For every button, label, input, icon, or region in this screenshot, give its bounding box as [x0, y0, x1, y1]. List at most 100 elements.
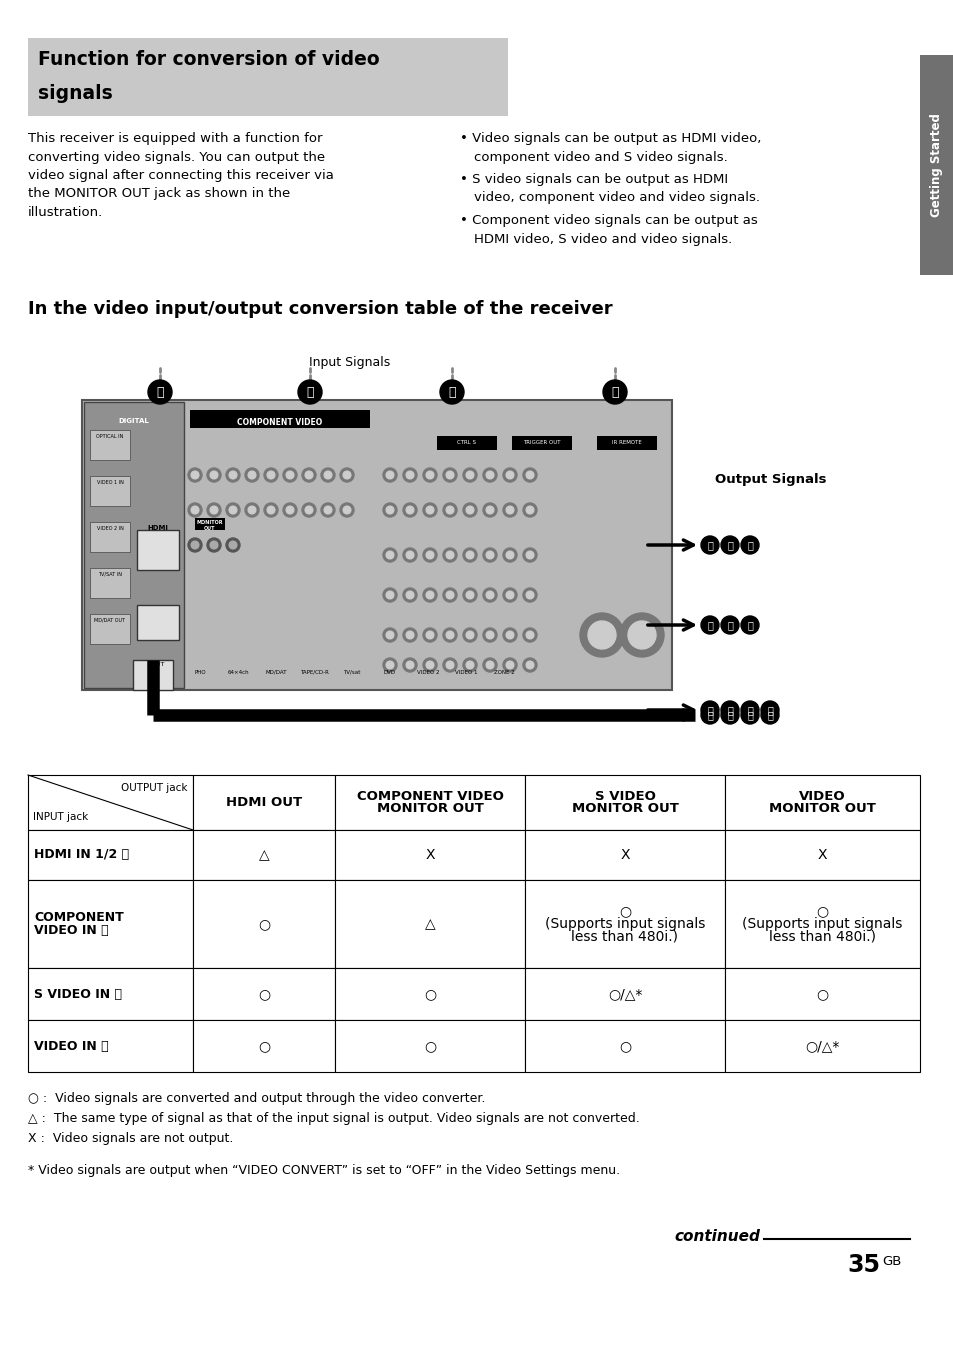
Text: Output Signals: Output Signals [714, 473, 825, 487]
Text: OPTICAL IN: OPTICAL IN [96, 434, 124, 439]
Circle shape [229, 506, 236, 514]
Circle shape [406, 591, 414, 599]
Circle shape [720, 535, 739, 554]
Circle shape [740, 617, 759, 634]
Circle shape [720, 700, 739, 719]
Text: continued: continued [674, 1229, 760, 1244]
Bar [724, 968, 919, 1019]
Bar [190, 410, 370, 429]
Text: TRIGGER OUT: TRIGGER OUT [522, 439, 560, 445]
Circle shape [579, 612, 623, 657]
Circle shape [422, 468, 436, 483]
Text: * Video signals are output when “VIDEO CONVERT” is set to “OFF” in the Video Set: * Video signals are output when “VIDEO C… [28, 1164, 619, 1178]
Text: Ⓐ: Ⓐ [706, 710, 712, 721]
Text: HDMI OUT: HDMI OUT [226, 796, 302, 808]
Circle shape [526, 661, 534, 669]
Text: PHO: PHO [194, 671, 206, 675]
Circle shape [446, 661, 454, 669]
Circle shape [720, 706, 739, 725]
Bar [137, 604, 179, 639]
Bar [597, 435, 657, 450]
Circle shape [402, 658, 416, 672]
Text: Ⓑ: Ⓑ [706, 621, 712, 630]
Circle shape [245, 468, 258, 483]
Circle shape [482, 468, 497, 483]
Text: video, component video and video signals.: video, component video and video signals… [474, 192, 760, 204]
Circle shape [446, 506, 454, 514]
Circle shape [462, 503, 476, 516]
Circle shape [402, 503, 416, 516]
Circle shape [406, 506, 414, 514]
Text: COMPONENT: COMPONENT [34, 911, 124, 925]
Text: 64×4ch: 64×4ch [227, 671, 249, 675]
Circle shape [245, 503, 258, 516]
Text: INPUT jack: INPUT jack [33, 813, 89, 822]
Text: VIDEO 2: VIDEO 2 [416, 671, 438, 675]
Circle shape [386, 661, 394, 669]
Text: ○: ○ [423, 1038, 436, 1053]
Circle shape [486, 506, 494, 514]
Bar [335, 968, 524, 1019]
Circle shape [302, 503, 315, 516]
Circle shape [602, 380, 626, 404]
Circle shape [406, 661, 414, 669]
Text: (Supports input signals: (Supports input signals [544, 917, 704, 932]
Bar [436, 435, 497, 450]
Bar [524, 1019, 724, 1072]
Circle shape [406, 470, 414, 479]
Text: GB: GB [882, 1255, 901, 1268]
Text: DVD: DVD [383, 671, 395, 675]
Circle shape [382, 503, 396, 516]
Bar [919, 55, 953, 274]
Text: COMPONENT VIDEO: COMPONENT VIDEO [237, 418, 322, 427]
Circle shape [442, 588, 456, 602]
Circle shape [382, 658, 396, 672]
Circle shape [248, 506, 255, 514]
Circle shape [286, 470, 294, 479]
Bar [28, 830, 193, 880]
Text: Ⓓ: Ⓓ [766, 710, 772, 721]
Text: X: X [425, 848, 435, 863]
Circle shape [264, 503, 277, 516]
Bar [335, 830, 524, 880]
Text: CTRL S: CTRL S [457, 439, 476, 445]
Bar [512, 435, 572, 450]
Circle shape [302, 468, 315, 483]
Circle shape [226, 503, 240, 516]
Bar [28, 1019, 193, 1072]
Circle shape [466, 661, 474, 669]
Circle shape [320, 468, 335, 483]
Bar [84, 402, 184, 688]
Text: MONITOR OUT: MONITOR OUT [571, 803, 678, 815]
Circle shape [482, 503, 497, 516]
Circle shape [700, 535, 719, 554]
Text: Ⓑ: Ⓑ [706, 539, 712, 550]
Circle shape [506, 661, 514, 669]
Circle shape [506, 470, 514, 479]
Circle shape [426, 506, 434, 514]
Circle shape [188, 538, 202, 552]
Text: Ⓓ: Ⓓ [611, 385, 618, 399]
Text: IR REMOTE: IR REMOTE [612, 439, 641, 445]
Text: VIDEO 2 IN: VIDEO 2 IN [96, 526, 123, 531]
Circle shape [382, 588, 396, 602]
Text: Getting Started: Getting Started [929, 114, 943, 216]
Circle shape [446, 470, 454, 479]
Bar [724, 830, 919, 880]
Text: COMPONENT VIDEO: COMPONENT VIDEO [356, 790, 503, 803]
Circle shape [382, 548, 396, 562]
Text: Ⓐ: Ⓐ [706, 704, 712, 715]
Text: OUTPUT jack: OUTPUT jack [121, 783, 188, 794]
Circle shape [462, 548, 476, 562]
Circle shape [305, 506, 313, 514]
Circle shape [422, 503, 436, 516]
Circle shape [426, 470, 434, 479]
Circle shape [482, 658, 497, 672]
Circle shape [466, 631, 474, 639]
Bar [28, 38, 507, 116]
Circle shape [627, 621, 656, 649]
Circle shape [320, 503, 335, 516]
Text: TV/sat: TV/sat [343, 671, 360, 675]
Text: HDMI IN 1/2 Ⓐ: HDMI IN 1/2 Ⓐ [34, 849, 129, 861]
Circle shape [283, 468, 296, 483]
